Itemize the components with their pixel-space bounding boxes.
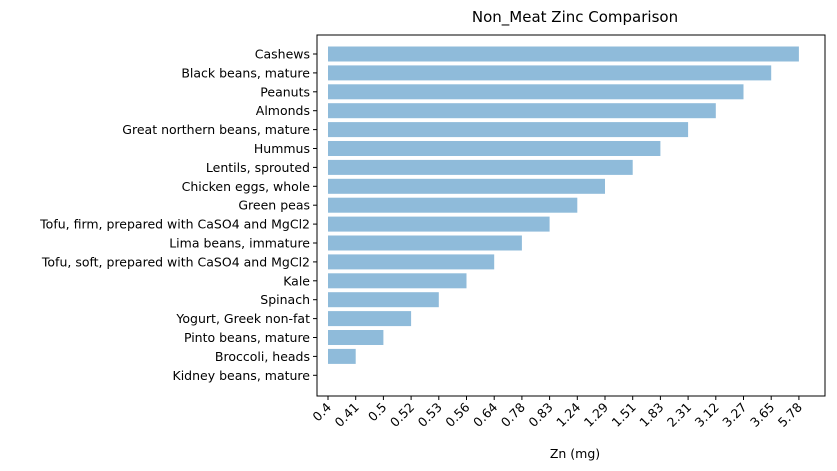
x-tick-label: 1.24 (553, 399, 583, 429)
y-tick-label: Kale (283, 273, 310, 288)
y-tick-label: Kidney beans, mature (173, 368, 311, 383)
x-tick-label: 5.78 (775, 399, 805, 429)
x-tick-label: 0.4 (309, 399, 334, 424)
y-tick-label: Peanuts (260, 84, 310, 99)
x-tick-label: 1.51 (609, 400, 639, 430)
y-tick-label: Tofu, firm, prepared with CaSO4 and MgCl… (39, 217, 310, 232)
bars-group (328, 46, 799, 364)
y-tick-label: Lima beans, immature (169, 236, 310, 251)
bar (328, 141, 661, 156)
x-tick-label: 0.5 (365, 400, 390, 425)
x-tick-label: 0.41 (332, 400, 362, 430)
bar (328, 235, 522, 251)
y-tick-label: Chicken eggs, whole (182, 179, 311, 194)
plot-frame (316, 34, 826, 397)
y-tick-label: Lentils, sprouted (206, 160, 310, 175)
bar (328, 311, 412, 327)
x-axis-ticks: 0.40.41 0.50.520.530.560.640.780.831.241.… (309, 396, 805, 430)
bar (328, 254, 495, 270)
y-tick-label: Spinach (260, 292, 310, 307)
y-tick-label: Yogurt, Greek non-fat (175, 311, 310, 326)
x-tick-label: 1.29 (581, 399, 611, 429)
x-tick-label: 0.83 (525, 400, 555, 430)
x-tick-label: 3.27 (719, 400, 749, 430)
x-tick-label: 3.65 (747, 400, 777, 430)
y-tick-label: Cashews (255, 47, 310, 62)
bar (328, 292, 439, 308)
y-tick-label: Black beans, mature (181, 65, 310, 80)
bar (328, 159, 633, 175)
y-tick-label: Tofu, soft, prepared with CaSO4 and MgCl… (41, 254, 310, 269)
bar (328, 65, 772, 81)
bar (328, 216, 550, 232)
bar (328, 122, 689, 138)
bar (328, 197, 578, 213)
x-tick-label: 2.31 (664, 400, 694, 430)
y-tick-label: Almonds (256, 103, 310, 118)
x-axis-label: Zn (mg) (550, 446, 600, 461)
bar (328, 103, 716, 119)
y-tick-label: Great northern beans, mature (122, 122, 310, 137)
bar (328, 84, 744, 100)
y-tick-label: Pinto beans, mature (184, 330, 310, 345)
x-tick-label: 3.12 (692, 400, 722, 430)
bar (328, 178, 605, 194)
bar (328, 330, 384, 345)
bar (328, 273, 467, 289)
x-tick-label: 0.53 (415, 400, 445, 430)
bar (328, 348, 356, 364)
x-tick-label: 0.64 (470, 399, 500, 429)
y-tick-label: Hummus (254, 141, 310, 156)
x-tick-label: 0.56 (442, 399, 472, 429)
y-tick-label: Broccoli, heads (215, 349, 310, 364)
y-tick-label: Green peas (238, 198, 310, 213)
x-tick-label: 0.78 (498, 399, 528, 429)
chart-title: Non_Meat Zinc Comparison (472, 8, 678, 27)
x-tick-label: 0.52 (387, 400, 417, 430)
bar (328, 46, 799, 62)
x-tick-label: 1.83 (636, 400, 666, 430)
y-axis-ticks: Cashews Black beans, mature Peanuts Almonds… (39, 47, 317, 383)
